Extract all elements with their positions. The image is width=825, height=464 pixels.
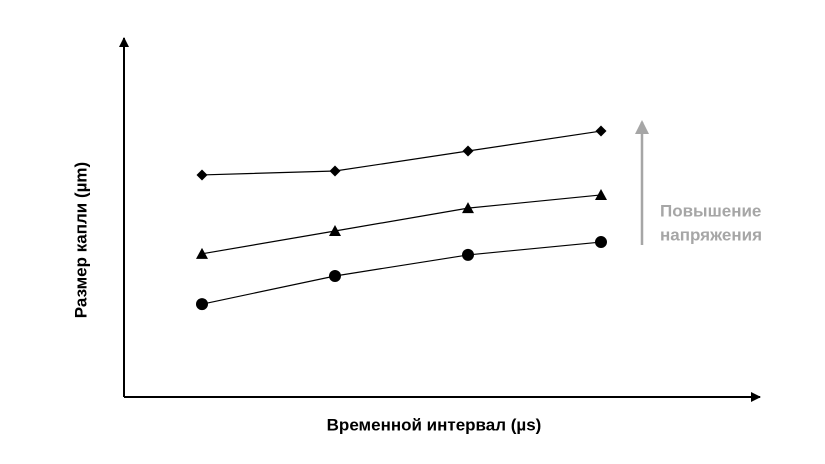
point: [196, 247, 208, 259]
point: [595, 188, 607, 200]
point: [196, 169, 208, 181]
point: [595, 125, 607, 137]
point: [196, 298, 208, 311]
point: [329, 165, 341, 177]
annotation-text: напряжения: [660, 225, 762, 244]
point: [462, 145, 474, 157]
point: [462, 248, 474, 261]
point: [462, 202, 474, 214]
point: [329, 224, 341, 236]
y-axis-label: Размер капли (µm): [71, 162, 90, 318]
series-line: [201, 194, 602, 255]
point: [329, 269, 341, 282]
annotation-text: Повышение: [660, 201, 761, 220]
point: [595, 236, 607, 249]
series-line: [201, 241, 602, 305]
x-axis-label: Временной интервал (µs): [327, 415, 542, 434]
series-line: [201, 130, 602, 176]
